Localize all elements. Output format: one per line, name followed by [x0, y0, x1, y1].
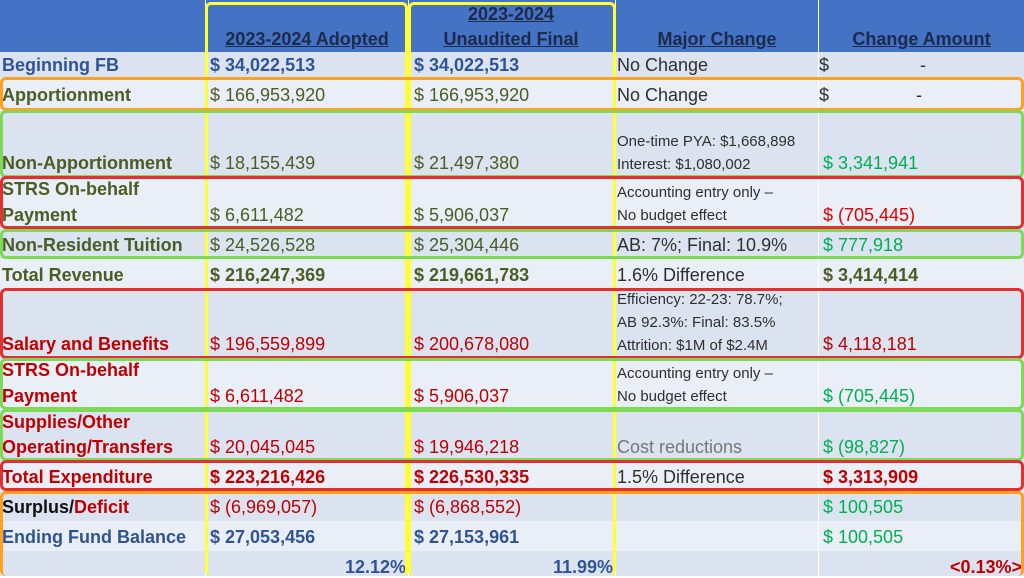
non-resident-unaudited: $ 25,304,446: [414, 235, 520, 255]
strs-expense-amount: $ (705,445): [823, 386, 916, 406]
strs-expense-adopted: $ 6,611,482: [210, 386, 304, 406]
apportionment-amount-symbol: $: [819, 85, 830, 105]
footer-unaudited-percent: 11.99%: [552, 557, 613, 577]
non-apportionment-adopted: $ 18,155,439: [210, 153, 316, 173]
supplies-unaudited: $ 19,946,218: [414, 437, 520, 457]
strs-revenue-amount: $ (705,445): [823, 205, 916, 225]
label-non-resident-tuition: Non-Resident Tuition: [2, 235, 183, 255]
total-revenue-change: 1.6% Difference: [617, 265, 745, 285]
label-beginning-fb: Beginning FB: [2, 55, 119, 75]
total-expenditure-amount: $ 3,313,909: [823, 467, 919, 487]
header-major-change: Major Change: [657, 29, 777, 49]
total-revenue-amount: $ 3,414,414: [823, 265, 919, 285]
row-band: [0, 78, 1024, 111]
ending-fb-unaudited: $ 27,153,961: [414, 527, 520, 547]
row-band: [0, 259, 1024, 289]
non-resident-change: AB: 7%; Final: 10.9%: [617, 235, 788, 255]
salary-unaudited: $ 200,678,080: [414, 334, 530, 354]
strs-revenue-change-line1: Accounting entry only –: [617, 184, 773, 201]
apportionment-adopted: $ 166,953,920: [210, 85, 326, 105]
beginning-fb-amount-symbol: $: [819, 55, 830, 75]
row-band: [0, 491, 1024, 521]
row-band: [0, 111, 1024, 177]
surplus-amount: $ 100,505: [823, 497, 904, 517]
supplies-adopted: $ 20,045,045: [210, 437, 316, 457]
label-strs-revenue-line2: Payment: [2, 205, 78, 225]
label-total-expenditure: Total Expenditure: [2, 467, 153, 487]
label-strs-expense-line2: Payment: [2, 386, 78, 406]
label-supplies-line2: Operating/Transfers: [2, 437, 174, 457]
label-surplus-deficit: Surplus/Deficit: [2, 496, 129, 518]
strs-revenue-adopted: $ 6,611,482: [210, 205, 304, 225]
surplus-unaudited: $ (6,868,552): [414, 497, 522, 517]
header-unaudited-line1: 2023-2024: [467, 4, 555, 24]
strs-revenue-change-line2: No budget effect: [617, 207, 727, 224]
row-band: [0, 289, 1024, 359]
label-surplus: Surplus/: [2, 497, 75, 517]
column-divider: [205, 0, 206, 576]
total-expenditure-change: 1.5% Difference: [617, 467, 745, 487]
apportionment-change: No Change: [617, 85, 709, 105]
surplus-adopted: $ (6,969,057): [210, 497, 318, 517]
label-non-apportionment: Non-Apportionment: [2, 153, 172, 173]
total-expenditure-adopted: $ 223,216,426: [210, 467, 326, 487]
salary-change-line3: Attrition: $1M of $2.4M: [617, 337, 768, 354]
strs-expense-change-line1: Accounting entry only –: [617, 365, 773, 382]
beginning-fb-unaudited: $ 34,022,513: [414, 55, 520, 75]
salary-change-line1: Efficiency: 22-23: 78.7%;: [617, 291, 783, 308]
total-expenditure-unaudited: $ 226,530,335: [414, 467, 530, 487]
supplies-change: Cost reductions: [617, 437, 743, 457]
apportionment-amount: -: [916, 85, 922, 105]
strs-expense-unaudited: $ 5,906,037: [414, 386, 510, 406]
label-strs-expense-line1: STRS On-behalf: [2, 360, 140, 380]
apportionment-unaudited: $ 166,953,920: [414, 85, 530, 105]
strs-revenue-unaudited: $ 5,906,037: [414, 205, 510, 225]
label-salary-benefits: Salary and Benefits: [2, 334, 170, 354]
supplies-amount: $ (98,827): [823, 437, 906, 457]
header-unaudited-line2: Unaudited Final: [443, 29, 579, 49]
total-revenue-adopted: $ 216,247,369: [210, 265, 326, 285]
label-supplies-line1: Supplies/Other: [2, 412, 131, 432]
label-total-revenue: Total Revenue: [2, 265, 124, 285]
row-band: [0, 521, 1024, 551]
non-apportionment-change-line2: Interest: $1,080,002: [617, 156, 751, 173]
label-apportionment: Apportionment: [2, 85, 131, 105]
salary-adopted: $ 196,559,899: [210, 334, 326, 354]
label-ending-fund-balance: Ending Fund Balance: [2, 527, 187, 547]
non-apportionment-amount: $ 3,341,941: [823, 153, 919, 173]
non-apportionment-change-line1: One-time PYA: $1,668,898: [617, 133, 796, 150]
salary-change-line2: AB 92.3%: Final: 83.5%: [617, 314, 776, 331]
ending-fb-adopted: $ 27,053,456: [210, 527, 316, 547]
label-deficit: Deficit: [74, 497, 130, 517]
ending-fb-amount: $ 100,505: [823, 527, 904, 547]
non-resident-amount: $ 777,918: [823, 235, 904, 255]
row-band: [0, 551, 1024, 576]
non-apportionment-unaudited: $ 21,497,380: [414, 153, 520, 173]
row-band: [0, 177, 1024, 229]
beginning-fb-change: No Change: [617, 55, 709, 75]
column-divider: [408, 0, 409, 576]
header-adopted: 2023-2024 Adopted: [225, 29, 389, 49]
row-band: [0, 229, 1024, 259]
header-change-amount: Change Amount: [852, 29, 991, 49]
row-band: [0, 410, 1024, 461]
total-revenue-unaudited: $ 219,661,783: [414, 265, 530, 285]
label-strs-revenue-line1: STRS On-behalf: [2, 179, 140, 199]
beginning-fb-amount: -: [920, 55, 926, 75]
column-divider: [615, 0, 616, 576]
footer-adopted-percent: 12.12%: [344, 557, 406, 577]
row-band: [0, 359, 1024, 410]
beginning-fb-adopted: $ 34,022,513: [210, 55, 316, 75]
footer-amount-percent: <0.13%>: [949, 557, 1022, 577]
row-band: [0, 52, 1024, 78]
salary-amount: $ 4,118,181: [823, 334, 917, 354]
strs-expense-change-line2: No budget effect: [617, 388, 727, 405]
header-band: [0, 0, 1024, 52]
row-band: [0, 461, 1024, 491]
non-resident-adopted: $ 24,526,528: [210, 235, 316, 255]
